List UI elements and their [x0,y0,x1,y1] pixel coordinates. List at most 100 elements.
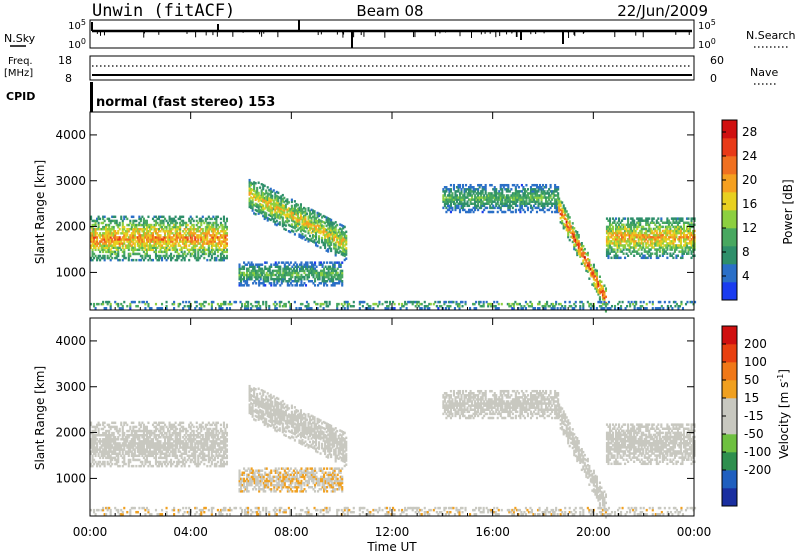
heatmap-cell [294,301,296,303]
heatmap-cell [288,220,290,222]
heatmap-cell [569,239,571,241]
heatmap-cell [558,197,560,199]
heatmap-cell [584,256,586,258]
heatmap-cell [182,216,184,218]
heatmap-cell [176,222,178,224]
heatmap-cell [564,207,566,209]
heatmap-cell [120,216,122,218]
heatmap-cell [486,207,488,209]
heatmap-cell [671,307,673,309]
heatmap-cell [255,182,257,184]
heatmap-cell [480,301,482,303]
heatmap-cell [221,307,223,309]
colorbar-tick-label: 28 [742,125,757,139]
colorbar-segment [722,138,737,156]
heatmap-cell [309,235,311,237]
heatmap-cell [612,226,614,228]
heatmap-cell [643,301,645,303]
heatmap-cell [323,261,325,263]
heatmap-cell [610,257,612,259]
heatmap-cell [345,235,347,237]
heatmap-cell [512,211,514,213]
heatmap-cell [104,216,106,218]
heatmap-cell [450,188,452,190]
heatmap-cell [129,253,131,255]
heatmap-cell [110,303,112,305]
heatmap-cell [226,238,228,240]
heatmap-cell [262,301,264,303]
heatmap-cell [588,259,590,261]
heatmap-cell [315,266,317,268]
heatmap-cell [258,301,260,303]
heatmap-cell [166,301,168,303]
power-cbar-label: Power [dB] [781,179,795,244]
heatmap-cell [226,307,228,309]
heatmap-cell [653,217,655,219]
heatmap-cell [270,188,272,190]
heatmap-cell [150,307,152,309]
heatmap-cell [575,305,577,307]
heatmap-cell [261,263,263,265]
heatmap-cell [564,305,566,307]
heatmap-cell [104,422,106,424]
heatmap-cell [608,301,610,303]
heatmap-cell [450,184,452,186]
cpid-bar [90,82,93,112]
heatmap-cell [173,255,175,257]
heatmap-cell [497,211,499,213]
heatmap-cell [262,204,264,206]
heatmap-cell [569,216,571,218]
heatmap-cell [485,184,487,186]
heatmap-cell [132,259,134,261]
heatmap-cell [335,221,337,223]
heatmap-cell [123,226,125,228]
heatmap-cell [329,301,331,303]
noise-panel-frame [90,20,694,48]
heatmap-cell [546,301,548,303]
heatmap-cell [551,211,553,213]
heatmap-cell [155,303,157,305]
heatmap-cell [534,307,536,309]
cpid-text: normal (fast stereo) 153 [96,95,275,110]
heatmap-cell [268,305,270,307]
freq-right-tick-bottom: 0 [710,72,717,85]
heatmap-cell [579,305,581,307]
noise-left-tick-top: 105 [68,18,86,32]
heatmap-cell [282,194,284,196]
heatmap-cell [527,207,529,209]
heatmap-cell [321,237,323,239]
heatmap-cell [680,301,682,303]
heatmap-cell [578,240,580,242]
heatmap-cell [495,188,497,190]
heatmap-cell [569,220,571,222]
heatmap-cell [515,209,517,211]
heatmap-cell [344,307,346,309]
y-tick-label: 2000 [55,220,86,234]
heatmap-cell [573,227,575,229]
heatmap-cell [582,245,584,247]
heatmap-cell [300,307,302,309]
heatmap-cell [504,211,506,213]
heatmap-cell [596,307,598,309]
heatmap-cell [662,226,664,228]
heatmap-cell [259,186,261,188]
heatmap-cell [98,222,100,224]
heatmap-cell [203,257,205,259]
heatmap-cell [475,301,477,303]
heatmap-cell [550,184,552,186]
heatmap-cell [453,184,455,186]
heatmap-cell [475,307,477,309]
heatmap-cell [224,301,226,303]
heatmap-cell [217,255,219,257]
heatmap-cell [646,307,648,309]
noise-right-tick-bottom: 100 [698,37,716,51]
heatmap-cell [593,264,595,266]
heatmap-cell [336,224,338,226]
heatmap-cell [144,307,146,309]
heatmap-cell [135,259,137,261]
heatmap-cell [173,301,175,303]
heatmap-cell [111,463,113,465]
heatmap-cell [238,263,240,265]
heatmap-cell [292,230,294,232]
